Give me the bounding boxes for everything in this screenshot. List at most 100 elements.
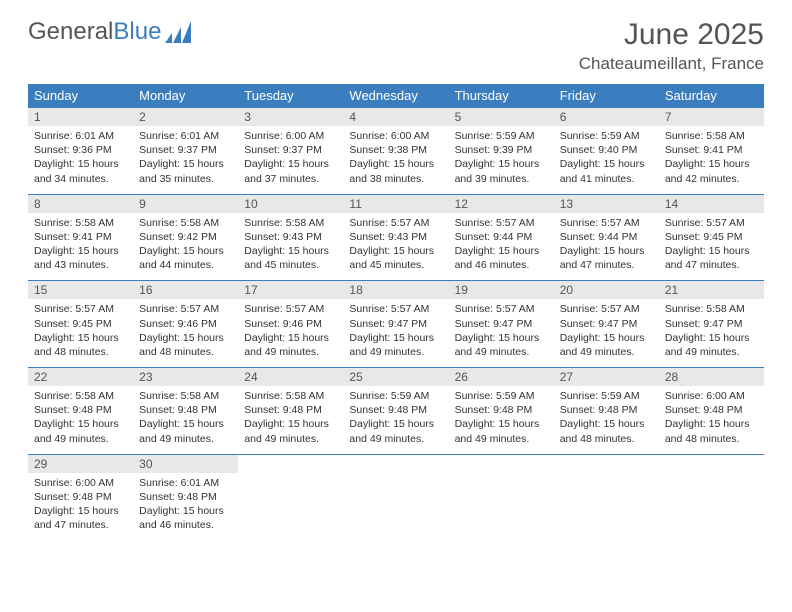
sunset-text: Sunset: 9:37 PM — [244, 143, 337, 157]
calendar-day-cell — [554, 454, 659, 540]
daylight-line2: and 46 minutes. — [139, 518, 232, 532]
day-number: 29 — [28, 455, 133, 473]
sunset-text: Sunset: 9:48 PM — [349, 403, 442, 417]
sunset-text: Sunset: 9:48 PM — [34, 490, 127, 504]
daylight-line1: Daylight: 15 hours — [455, 244, 548, 258]
weekday-header: Monday — [133, 84, 238, 108]
day-number: 13 — [554, 195, 659, 213]
calendar-day-cell: 9Sunrise: 5:58 AMSunset: 9:42 PMDaylight… — [133, 194, 238, 281]
sunrise-text: Sunrise: 5:59 AM — [560, 129, 653, 143]
calendar-day-cell: 12Sunrise: 5:57 AMSunset: 9:44 PMDayligh… — [449, 194, 554, 281]
day-number: 12 — [449, 195, 554, 213]
brand-part1: General — [28, 18, 113, 46]
daylight-line2: and 46 minutes. — [455, 258, 548, 272]
day-number: 7 — [659, 108, 764, 126]
day-number: 28 — [659, 368, 764, 386]
sunset-text: Sunset: 9:47 PM — [349, 317, 442, 331]
sunset-text: Sunset: 9:47 PM — [455, 317, 548, 331]
day-body: Sunrise: 6:00 AMSunset: 9:38 PMDaylight:… — [343, 126, 448, 194]
day-body: Sunrise: 5:57 AMSunset: 9:44 PMDaylight:… — [449, 213, 554, 281]
day-body: Sunrise: 6:00 AMSunset: 9:37 PMDaylight:… — [238, 126, 343, 194]
sunset-text: Sunset: 9:43 PM — [244, 230, 337, 244]
daylight-line2: and 45 minutes. — [349, 258, 442, 272]
calendar-day-cell: 6Sunrise: 5:59 AMSunset: 9:40 PMDaylight… — [554, 108, 659, 195]
sunrise-text: Sunrise: 5:57 AM — [34, 302, 127, 316]
calendar-day-cell: 22Sunrise: 5:58 AMSunset: 9:48 PMDayligh… — [28, 368, 133, 455]
sunset-text: Sunset: 9:41 PM — [665, 143, 758, 157]
daylight-line2: and 43 minutes. — [34, 258, 127, 272]
weekday-header: Thursday — [449, 84, 554, 108]
sunset-text: Sunset: 9:42 PM — [139, 230, 232, 244]
day-number: 24 — [238, 368, 343, 386]
day-number: 17 — [238, 281, 343, 299]
day-body: Sunrise: 5:59 AMSunset: 9:48 PMDaylight:… — [554, 386, 659, 454]
sunrise-text: Sunrise: 6:00 AM — [34, 476, 127, 490]
sunrise-text: Sunrise: 5:58 AM — [139, 216, 232, 230]
calendar-day-cell: 11Sunrise: 5:57 AMSunset: 9:43 PMDayligh… — [343, 194, 448, 281]
daylight-line1: Daylight: 15 hours — [244, 417, 337, 431]
location-label: Chateaumeillant, France — [579, 54, 764, 74]
sunrise-text: Sunrise: 6:00 AM — [349, 129, 442, 143]
day-number: 4 — [343, 108, 448, 126]
weekday-header: Saturday — [659, 84, 764, 108]
brand-part2: Blue — [113, 18, 161, 46]
day-body: Sunrise: 5:57 AMSunset: 9:47 PMDaylight:… — [343, 299, 448, 367]
daylight-line1: Daylight: 15 hours — [139, 244, 232, 258]
month-title: June 2025 — [579, 18, 764, 52]
calendar-day-cell: 14Sunrise: 5:57 AMSunset: 9:45 PMDayligh… — [659, 194, 764, 281]
daylight-line1: Daylight: 15 hours — [665, 331, 758, 345]
day-number: 2 — [133, 108, 238, 126]
calendar-day-cell: 19Sunrise: 5:57 AMSunset: 9:47 PMDayligh… — [449, 281, 554, 368]
calendar-day-cell: 21Sunrise: 5:58 AMSunset: 9:47 PMDayligh… — [659, 281, 764, 368]
day-number: 14 — [659, 195, 764, 213]
daylight-line2: and 49 minutes. — [455, 345, 548, 359]
sunset-text: Sunset: 9:48 PM — [139, 490, 232, 504]
daylight-line2: and 47 minutes. — [34, 518, 127, 532]
calendar-day-cell: 24Sunrise: 5:58 AMSunset: 9:48 PMDayligh… — [238, 368, 343, 455]
calendar-day-cell — [449, 454, 554, 540]
daylight-line1: Daylight: 15 hours — [139, 157, 232, 171]
calendar-day-cell: 2Sunrise: 6:01 AMSunset: 9:37 PMDaylight… — [133, 108, 238, 195]
sunrise-text: Sunrise: 6:00 AM — [665, 389, 758, 403]
sunrise-text: Sunrise: 5:57 AM — [244, 302, 337, 316]
sunset-text: Sunset: 9:46 PM — [244, 317, 337, 331]
daylight-line1: Daylight: 15 hours — [34, 157, 127, 171]
daylight-line2: and 37 minutes. — [244, 172, 337, 186]
weekday-header: Tuesday — [238, 84, 343, 108]
sunrise-text: Sunrise: 5:58 AM — [665, 129, 758, 143]
sunrise-text: Sunrise: 5:59 AM — [560, 389, 653, 403]
day-body: Sunrise: 6:01 AMSunset: 9:36 PMDaylight:… — [28, 126, 133, 194]
day-body: Sunrise: 5:58 AMSunset: 9:48 PMDaylight:… — [238, 386, 343, 454]
daylight-line1: Daylight: 15 hours — [349, 157, 442, 171]
sunset-text: Sunset: 9:48 PM — [665, 403, 758, 417]
day-number: 21 — [659, 281, 764, 299]
calendar-day-cell: 30Sunrise: 6:01 AMSunset: 9:48 PMDayligh… — [133, 454, 238, 540]
day-number: 8 — [28, 195, 133, 213]
sunrise-text: Sunrise: 5:58 AM — [139, 389, 232, 403]
sunrise-text: Sunrise: 5:57 AM — [139, 302, 232, 316]
sunset-text: Sunset: 9:37 PM — [139, 143, 232, 157]
day-body: Sunrise: 5:58 AMSunset: 9:41 PMDaylight:… — [659, 126, 764, 194]
calendar-day-cell: 7Sunrise: 5:58 AMSunset: 9:41 PMDaylight… — [659, 108, 764, 195]
calendar-day-cell: 17Sunrise: 5:57 AMSunset: 9:46 PMDayligh… — [238, 281, 343, 368]
calendar-week-row: 29Sunrise: 6:00 AMSunset: 9:48 PMDayligh… — [28, 454, 764, 540]
calendar-day-cell: 20Sunrise: 5:57 AMSunset: 9:47 PMDayligh… — [554, 281, 659, 368]
page-header: GeneralBlue June 2025 Chateaumeillant, F… — [28, 18, 764, 74]
day-number: 11 — [343, 195, 448, 213]
daylight-line1: Daylight: 15 hours — [560, 331, 653, 345]
calendar-day-cell: 18Sunrise: 5:57 AMSunset: 9:47 PMDayligh… — [343, 281, 448, 368]
calendar-day-cell: 16Sunrise: 5:57 AMSunset: 9:46 PMDayligh… — [133, 281, 238, 368]
sunrise-text: Sunrise: 5:58 AM — [244, 216, 337, 230]
sunrise-text: Sunrise: 5:57 AM — [665, 216, 758, 230]
sunrise-text: Sunrise: 5:59 AM — [349, 389, 442, 403]
sunset-text: Sunset: 9:39 PM — [455, 143, 548, 157]
day-body: Sunrise: 5:57 AMSunset: 9:44 PMDaylight:… — [554, 213, 659, 281]
daylight-line1: Daylight: 15 hours — [34, 417, 127, 431]
day-body: Sunrise: 5:57 AMSunset: 9:46 PMDaylight:… — [133, 299, 238, 367]
daylight-line1: Daylight: 15 hours — [455, 157, 548, 171]
day-number: 5 — [449, 108, 554, 126]
day-body: Sunrise: 5:59 AMSunset: 9:48 PMDaylight:… — [343, 386, 448, 454]
sunrise-text: Sunrise: 5:58 AM — [34, 389, 127, 403]
calendar-day-cell: 25Sunrise: 5:59 AMSunset: 9:48 PMDayligh… — [343, 368, 448, 455]
calendar-day-cell: 4Sunrise: 6:00 AMSunset: 9:38 PMDaylight… — [343, 108, 448, 195]
